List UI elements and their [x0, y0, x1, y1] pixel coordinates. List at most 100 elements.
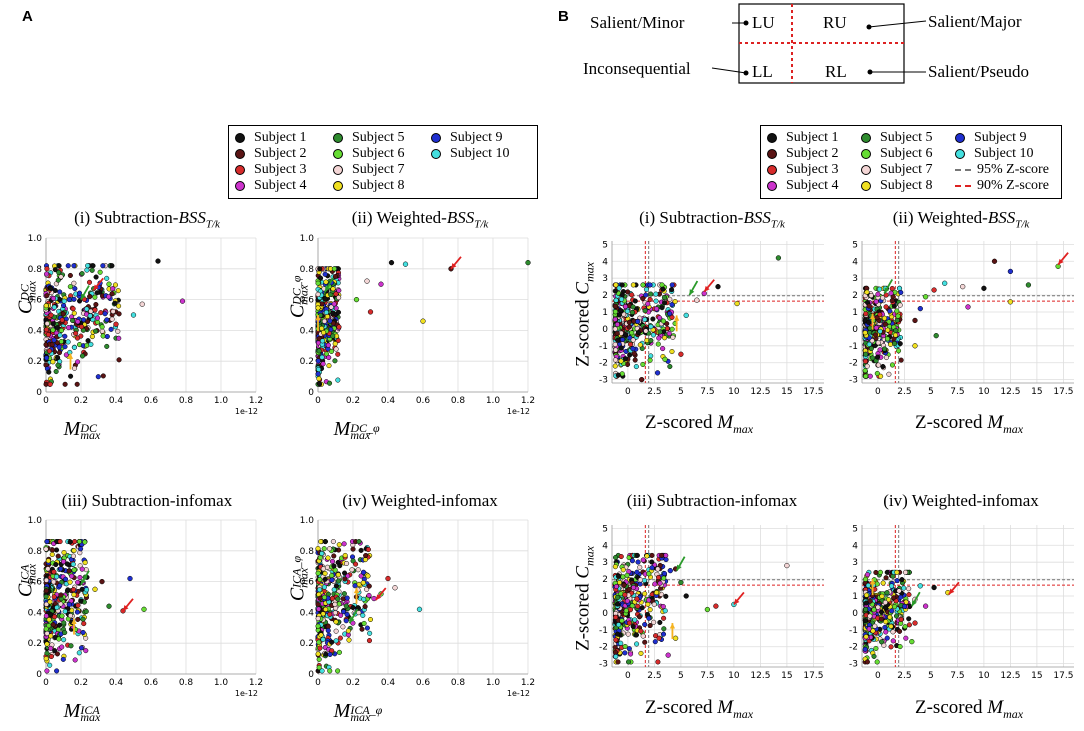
annotation-arrow-head — [123, 605, 129, 611]
annotation-arrow-head — [71, 618, 77, 624]
data-point-outlier — [106, 603, 112, 609]
data-point — [648, 324, 654, 330]
data-point — [875, 362, 882, 368]
title-a3: (iii) Subtraction-infomax — [61, 491, 233, 510]
data-point — [618, 640, 624, 646]
annotation-arrow-head — [81, 293, 86, 300]
data-point — [62, 333, 68, 339]
data-point — [880, 363, 886, 370]
title-a4: (iv) Weighted-infomax — [342, 491, 498, 510]
legend-b-item-8: Subject 8 — [861, 178, 933, 194]
data-point — [660, 631, 667, 637]
y-tick-label: 0.8 — [28, 547, 43, 557]
data-point — [77, 574, 83, 581]
y-tick-label: 0.2 — [300, 639, 314, 649]
callout-salient-pseudo: Salient/Pseudo — [928, 62, 1029, 81]
data-point — [888, 623, 894, 629]
data-point — [622, 356, 628, 362]
legend-b-item-5: Subject 5 — [861, 130, 933, 146]
annotation-arrow-head — [869, 313, 876, 320]
data-point — [93, 301, 99, 308]
legend-b-swatch-8 — [861, 180, 871, 191]
data-point — [864, 289, 870, 295]
legend-a-item-8: Subject 8 — [333, 178, 405, 194]
data-point — [57, 622, 63, 628]
data-point — [72, 286, 78, 292]
data-point — [642, 308, 648, 314]
data-point — [108, 326, 114, 332]
data-point — [897, 341, 903, 347]
data-point-outlier — [388, 259, 395, 266]
data-point — [75, 602, 81, 608]
data-point — [316, 639, 322, 645]
data-point — [112, 282, 119, 288]
data-point — [895, 348, 902, 354]
y-tick-label: 0 — [852, 325, 858, 335]
data-point — [315, 623, 321, 629]
data-point — [632, 357, 638, 363]
data-point — [875, 291, 881, 297]
data-point — [894, 578, 900, 584]
data-point — [335, 596, 341, 602]
data-point — [54, 651, 60, 657]
data-point — [345, 628, 351, 634]
legend-b-item-3: Subject 3 — [767, 162, 839, 178]
data-point — [863, 592, 870, 598]
data-point — [44, 630, 50, 636]
legend-a-swatch-3 — [235, 164, 245, 175]
data-point — [862, 576, 869, 582]
data-point — [355, 567, 361, 573]
data-point — [626, 319, 632, 325]
data-point — [66, 568, 72, 574]
data-point — [47, 381, 53, 387]
data-point — [868, 345, 874, 352]
data-point — [875, 340, 881, 346]
data-point — [52, 648, 58, 654]
data-point — [322, 576, 328, 582]
data-point — [669, 349, 675, 355]
data-point — [341, 541, 347, 547]
data-point — [616, 285, 622, 291]
legend-a-item-3: Subject 3 — [235, 162, 307, 178]
data-point — [43, 327, 49, 333]
data-point — [100, 373, 106, 379]
data-point-outlier — [931, 287, 937, 293]
y-tick-label: -3 — [599, 376, 608, 386]
data-point — [654, 590, 660, 596]
y-tick-label: -3 — [849, 660, 858, 670]
data-point — [319, 354, 325, 360]
data-point — [862, 646, 868, 652]
data-point-outlier — [701, 290, 707, 297]
data-point — [625, 289, 631, 295]
legend-a-swatch-5 — [333, 132, 343, 143]
data-point-outlier — [775, 255, 782, 261]
y-tick-label: 3 — [602, 274, 608, 284]
data-point — [634, 596, 640, 602]
data-point — [78, 598, 84, 604]
data-point — [619, 618, 625, 624]
data-point — [898, 616, 904, 622]
data-point — [104, 317, 110, 323]
data-point — [879, 593, 885, 599]
data-point — [672, 298, 678, 305]
data-point — [332, 358, 338, 364]
data-point — [336, 542, 342, 548]
legend-b-swatch-4 — [767, 180, 777, 191]
data-point — [46, 348, 53, 354]
data-point — [72, 539, 78, 545]
y-tick-label: 3 — [602, 558, 608, 568]
data-point — [622, 592, 628, 598]
data-point — [44, 641, 50, 647]
data-point — [669, 326, 675, 332]
data-point — [323, 279, 329, 285]
y-tick-label: 1.0 — [28, 516, 43, 526]
data-point — [50, 327, 56, 333]
x-tick-label: 1.0 — [486, 396, 501, 406]
y-tick-label: -2 — [599, 643, 608, 653]
data-point — [663, 593, 669, 599]
data-point — [69, 573, 75, 579]
legend-b-dash-90 — [955, 184, 971, 187]
data-point-outlier — [678, 351, 684, 357]
data-point — [661, 571, 668, 577]
data-point — [342, 552, 348, 558]
